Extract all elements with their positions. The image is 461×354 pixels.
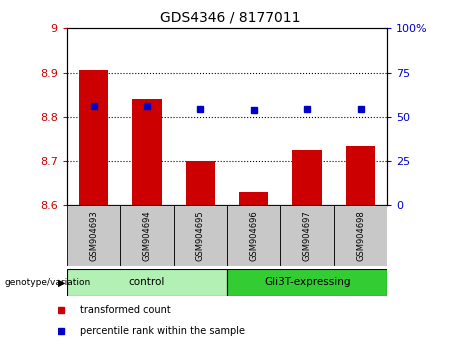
Bar: [346, 145, 375, 205]
Bar: [227, 205, 280, 266]
Bar: [280, 205, 334, 266]
Text: percentile rank within the sample: percentile rank within the sample: [80, 326, 245, 336]
Bar: [239, 192, 268, 205]
Text: GSM904696: GSM904696: [249, 210, 258, 261]
Bar: [334, 205, 387, 266]
Text: Gli3T-expressing: Gli3T-expressing: [264, 277, 350, 287]
Text: ▶: ▶: [58, 277, 65, 287]
Bar: [292, 150, 322, 205]
Text: GSM904694: GSM904694: [142, 210, 152, 261]
Text: GSM904698: GSM904698: [356, 210, 365, 261]
Bar: [186, 161, 215, 205]
Text: GSM904695: GSM904695: [196, 210, 205, 261]
Bar: [67, 205, 120, 266]
Text: genotype/variation: genotype/variation: [5, 278, 91, 287]
Bar: [227, 269, 387, 296]
Text: transformed count: transformed count: [80, 305, 171, 315]
Bar: [174, 205, 227, 266]
Bar: [132, 99, 162, 205]
Text: GDS4346 / 8177011: GDS4346 / 8177011: [160, 11, 301, 25]
Bar: [79, 70, 108, 205]
Bar: [67, 269, 227, 296]
Bar: [120, 205, 174, 266]
Text: GSM904697: GSM904697: [302, 210, 312, 261]
Text: GSM904693: GSM904693: [89, 210, 98, 261]
Text: control: control: [129, 277, 165, 287]
